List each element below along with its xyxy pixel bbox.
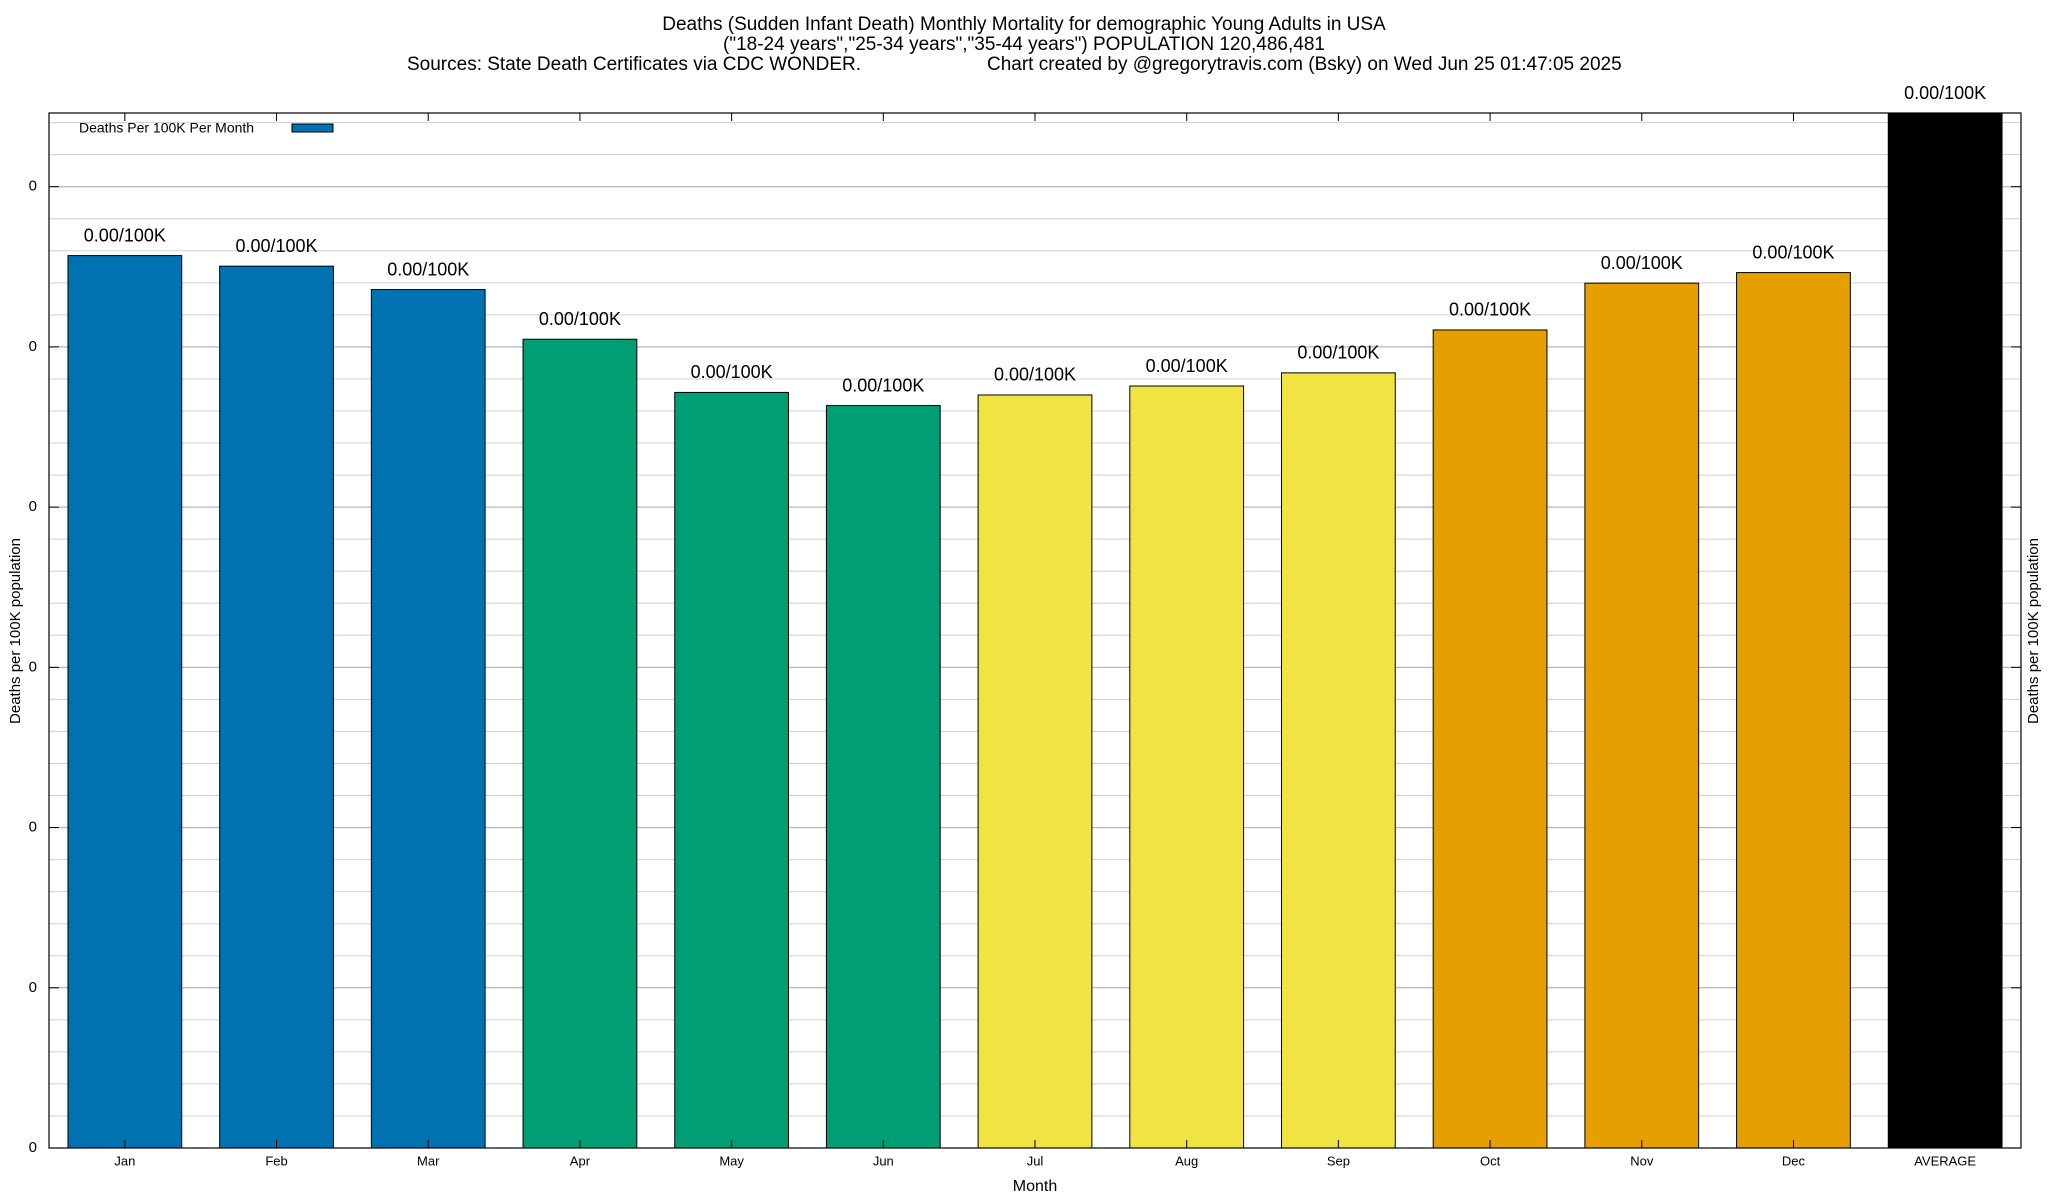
chart-subtitle: ("18-24 years","25-34 years","35-44 year… — [723, 34, 1325, 55]
y-tick-label: 0 — [29, 178, 37, 195]
legend-swatch — [291, 123, 334, 133]
y-axis-label-right: Deaths per 100K population — [2025, 538, 2042, 724]
legend-label: Deaths Per 100K Per Month — [79, 120, 254, 136]
bar — [370, 289, 486, 1148]
value-label: 0.00/100K — [1449, 300, 1531, 320]
y-tick-label: 0 — [29, 338, 37, 355]
bar — [1736, 272, 1851, 1148]
x-tick-label: Jun — [873, 1153, 894, 1168]
value-label: 0.00/100K — [1146, 356, 1228, 376]
y-tick-label: 0 — [29, 498, 37, 515]
x-tick-label: Jan — [114, 1153, 135, 1168]
credit-note: Chart created by @gregorytravis.com (Bsk… — [987, 54, 1622, 75]
y-tick-label: 0 — [29, 819, 37, 836]
x-tick-label: Jul — [1027, 1153, 1044, 1168]
bar — [825, 405, 941, 1148]
value-label: 0.00/100K — [1601, 253, 1683, 273]
x-tick-label: Nov — [1630, 1153, 1654, 1168]
y-tick-label: 0 — [29, 658, 37, 675]
y-tick-label: 0 — [29, 1139, 37, 1156]
value-label: 0.00/100K — [691, 362, 773, 382]
value-label: 0.00/100K — [235, 236, 317, 256]
bar — [1584, 282, 1700, 1148]
value-label: 0.00/100K — [387, 259, 469, 279]
bar — [977, 394, 1093, 1148]
bar — [674, 391, 790, 1148]
bar — [522, 338, 638, 1148]
value-label: 0.00/100K — [1904, 83, 1986, 103]
x-axis-label: Month — [1013, 1178, 1057, 1195]
labels: 0 0 0 0 0 0 0 Deaths Per 100K Per Month Jan 0.00/… — [29, 83, 2021, 1168]
bar — [67, 255, 183, 1148]
value-label: 0.00/100K — [84, 225, 166, 245]
bar — [1129, 385, 1245, 1148]
x-tick-label: Aug — [1175, 1153, 1198, 1168]
x-tick-label: Feb — [265, 1153, 287, 1168]
x-tick-label: Oct — [1480, 1153, 1501, 1168]
value-label: 0.00/100K — [1752, 242, 1834, 262]
x-tick-label: AVERAGE — [1914, 1153, 1976, 1168]
x-tick-label: Apr — [570, 1153, 591, 1168]
value-label: 0.00/100K — [842, 375, 924, 395]
value-label: 0.00/100K — [994, 365, 1076, 385]
y-axis-label: Deaths per 100K population — [7, 538, 24, 724]
bar — [1887, 113, 2003, 1148]
x-tick-label: May — [719, 1153, 744, 1168]
bars — [67, 113, 2003, 1148]
x-tick-label: Mar — [417, 1153, 440, 1168]
x-tick-label: Dec — [1782, 1153, 1806, 1168]
bar — [219, 265, 334, 1148]
source-note: Sources: State Death Certificates via CD… — [407, 54, 861, 75]
bar — [1281, 372, 1396, 1148]
x-tick-label: Sep — [1327, 1153, 1350, 1168]
value-label: 0.00/100K — [1297, 343, 1379, 363]
chart-title: Deaths (Sudden Infant Death) Monthly Mor… — [662, 14, 1386, 35]
bar — [1432, 329, 1548, 1148]
y-tick-label: 0 — [29, 979, 37, 996]
value-label: 0.00/100K — [539, 309, 621, 329]
